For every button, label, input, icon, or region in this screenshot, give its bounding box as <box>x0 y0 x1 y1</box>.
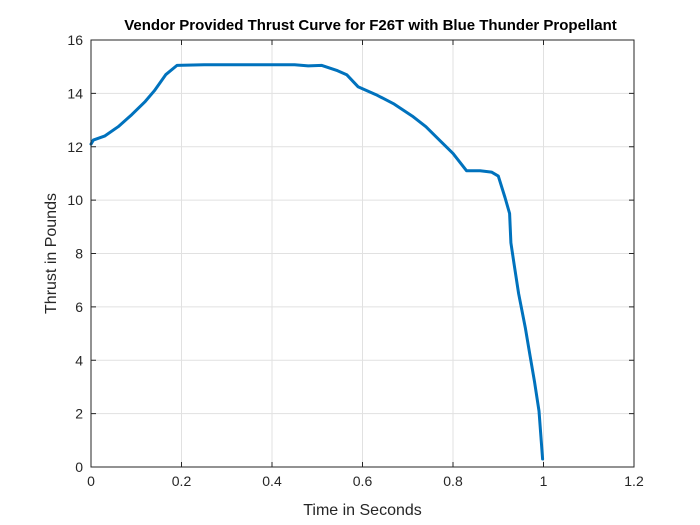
y-axis-label: Thrust in Pounds <box>43 193 60 314</box>
y-tick-label: 12 <box>67 139 83 155</box>
y-tick-label: 6 <box>75 299 83 315</box>
x-tick-label: 0.4 <box>262 473 282 489</box>
thrust-series-line <box>89 63 545 461</box>
x-tick-label: 0.2 <box>172 473 192 489</box>
y-tick-label: 2 <box>75 406 83 422</box>
x-tick-label: 0.6 <box>353 473 373 489</box>
y-tick-label: 8 <box>75 246 83 262</box>
y-tick-label: 10 <box>67 192 83 208</box>
x-axis-label: Time in Seconds <box>303 502 422 519</box>
y-tick-label: 16 <box>67 32 83 48</box>
x-tick-label: 1 <box>540 473 548 489</box>
x-tick-label: 0 <box>87 473 95 489</box>
x-tick-label: 0.8 <box>443 473 463 489</box>
chart-title: Vendor Provided Thrust Curve for F26T wi… <box>124 17 617 34</box>
y-tick-label: 14 <box>67 85 83 101</box>
x-tick-label: 1.2 <box>624 473 644 489</box>
y-tick-label: 4 <box>75 352 83 368</box>
ticks: 0 0.2 0.4 0.6 0.8 1 1.2 0 2 4 6 8 10 12 14 16 <box>67 32 644 489</box>
y-tick-label: 0 <box>75 459 83 475</box>
plot-line-group <box>89 63 545 461</box>
